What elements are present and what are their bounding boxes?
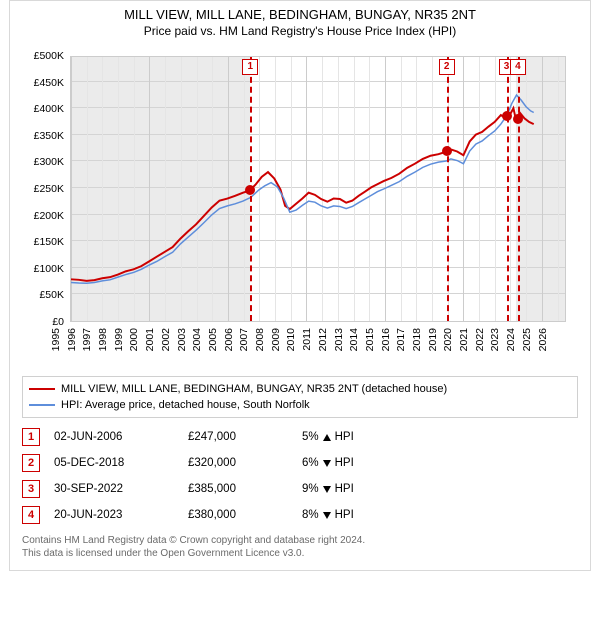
event-row-hpi: 8% HPI bbox=[302, 509, 442, 521]
plot-region: 1234 bbox=[70, 56, 566, 322]
event-row-hpi-label: HPI bbox=[335, 431, 354, 443]
footer-attribution: Contains HM Land Registry data © Crown c… bbox=[22, 534, 578, 560]
event-row-price: £247,000 bbox=[188, 431, 298, 443]
event-row-delta: 8% bbox=[302, 509, 319, 521]
y-tick-label: £200K bbox=[20, 210, 64, 222]
event-marker-line bbox=[447, 57, 449, 321]
event-row: 1 02-JUN-2006 £247,000 5% HPI bbox=[22, 424, 578, 450]
arrow-down-icon bbox=[323, 512, 331, 519]
event-row-tag: 3 bbox=[22, 480, 40, 498]
event-row-delta: 6% bbox=[302, 457, 319, 469]
y-tick-label: £250K bbox=[20, 183, 64, 195]
event-row-date: 20-JUN-2023 bbox=[54, 509, 184, 521]
y-tick-label: £300K bbox=[20, 156, 64, 168]
y-axis: £0£50K£100K£150K£200K£250K£300K£350K£400… bbox=[20, 56, 68, 322]
event-marker-tag: 1 bbox=[242, 59, 258, 75]
legend-swatch bbox=[29, 404, 55, 406]
event-row-tag: 4 bbox=[22, 506, 40, 524]
legend-item: HPI: Average price, detached house, Sout… bbox=[29, 397, 571, 413]
footer-line1: Contains HM Land Registry data © Crown c… bbox=[22, 534, 578, 547]
event-dot bbox=[502, 111, 512, 121]
chart-card: MILL VIEW, MILL LANE, BEDINGHAM, BUNGAY,… bbox=[9, 0, 591, 571]
event-dot bbox=[245, 185, 255, 195]
event-marker-tag: 4 bbox=[510, 59, 526, 75]
event-dot bbox=[513, 114, 523, 124]
y-tick-label: £350K bbox=[20, 130, 64, 142]
x-tick-label: 2026 bbox=[537, 328, 577, 351]
event-marker-tag: 2 bbox=[439, 59, 455, 75]
arrow-up-icon bbox=[323, 434, 331, 441]
legend-item: MILL VIEW, MILL LANE, BEDINGHAM, BUNGAY,… bbox=[29, 381, 571, 397]
legend-label: HPI: Average price, detached house, Sout… bbox=[61, 397, 310, 413]
legend-swatch bbox=[29, 388, 55, 390]
y-tick-label: £50K bbox=[20, 289, 64, 301]
event-row-delta: 5% bbox=[302, 431, 319, 443]
arrow-down-icon bbox=[323, 460, 331, 467]
x-axis: 1995199619971998199920002001200220032004… bbox=[70, 324, 566, 368]
y-tick-label: £450K bbox=[20, 77, 64, 89]
y-tick-label: £400K bbox=[20, 103, 64, 115]
event-row-hpi: 5% HPI bbox=[302, 431, 442, 443]
event-markers: 1234 bbox=[71, 57, 565, 321]
event-row-tag: 1 bbox=[22, 428, 40, 446]
event-row: 2 05-DEC-2018 £320,000 6% HPI bbox=[22, 450, 578, 476]
y-tick-label: £0 bbox=[20, 316, 64, 328]
event-row-hpi-label: HPI bbox=[335, 457, 354, 469]
event-row-hpi: 6% HPI bbox=[302, 457, 442, 469]
legend-box: MILL VIEW, MILL LANE, BEDINGHAM, BUNGAY,… bbox=[22, 376, 578, 418]
event-row: 4 20-JUN-2023 £380,000 8% HPI bbox=[22, 502, 578, 528]
event-row-price: £385,000 bbox=[188, 483, 298, 495]
event-row-hpi: 9% HPI bbox=[302, 483, 442, 495]
event-row-hpi-label: HPI bbox=[335, 483, 354, 495]
y-tick-label: £500K bbox=[20, 50, 64, 62]
chart-title-address: MILL VIEW, MILL LANE, BEDINGHAM, BUNGAY,… bbox=[16, 7, 584, 22]
legend-label: MILL VIEW, MILL LANE, BEDINGHAM, BUNGAY,… bbox=[61, 381, 447, 397]
event-marker-line bbox=[507, 57, 509, 321]
chart-titles: MILL VIEW, MILL LANE, BEDINGHAM, BUNGAY,… bbox=[10, 1, 590, 40]
event-row-price: £380,000 bbox=[188, 509, 298, 521]
events-table: 1 02-JUN-2006 £247,000 5% HPI 2 05-DEC-2018 £32… bbox=[22, 424, 578, 528]
event-row: 3 30-SEP-2022 £385,000 9% HPI bbox=[22, 476, 578, 502]
event-marker-line bbox=[518, 57, 520, 321]
event-row-delta: 9% bbox=[302, 483, 319, 495]
event-row-tag: 2 bbox=[22, 454, 40, 472]
footer-line2: This data is licensed under the Open Gov… bbox=[22, 547, 578, 560]
event-row-price: £320,000 bbox=[188, 457, 298, 469]
y-tick-label: £100K bbox=[20, 263, 64, 275]
arrow-down-icon bbox=[323, 486, 331, 493]
event-row-hpi-label: HPI bbox=[335, 509, 354, 521]
chart-area: £0 £50K £100K £150K £200K £250K £300K £350K £400… bbox=[20, 48, 580, 368]
event-row-date: 30-SEP-2022 bbox=[54, 483, 184, 495]
y-tick-label: £150K bbox=[20, 236, 64, 248]
event-dot bbox=[442, 146, 452, 156]
event-row-date: 02-JUN-2006 bbox=[54, 431, 184, 443]
event-row-date: 05-DEC-2018 bbox=[54, 457, 184, 469]
chart-subtitle: Price paid vs. HM Land Registry's House … bbox=[16, 24, 584, 38]
